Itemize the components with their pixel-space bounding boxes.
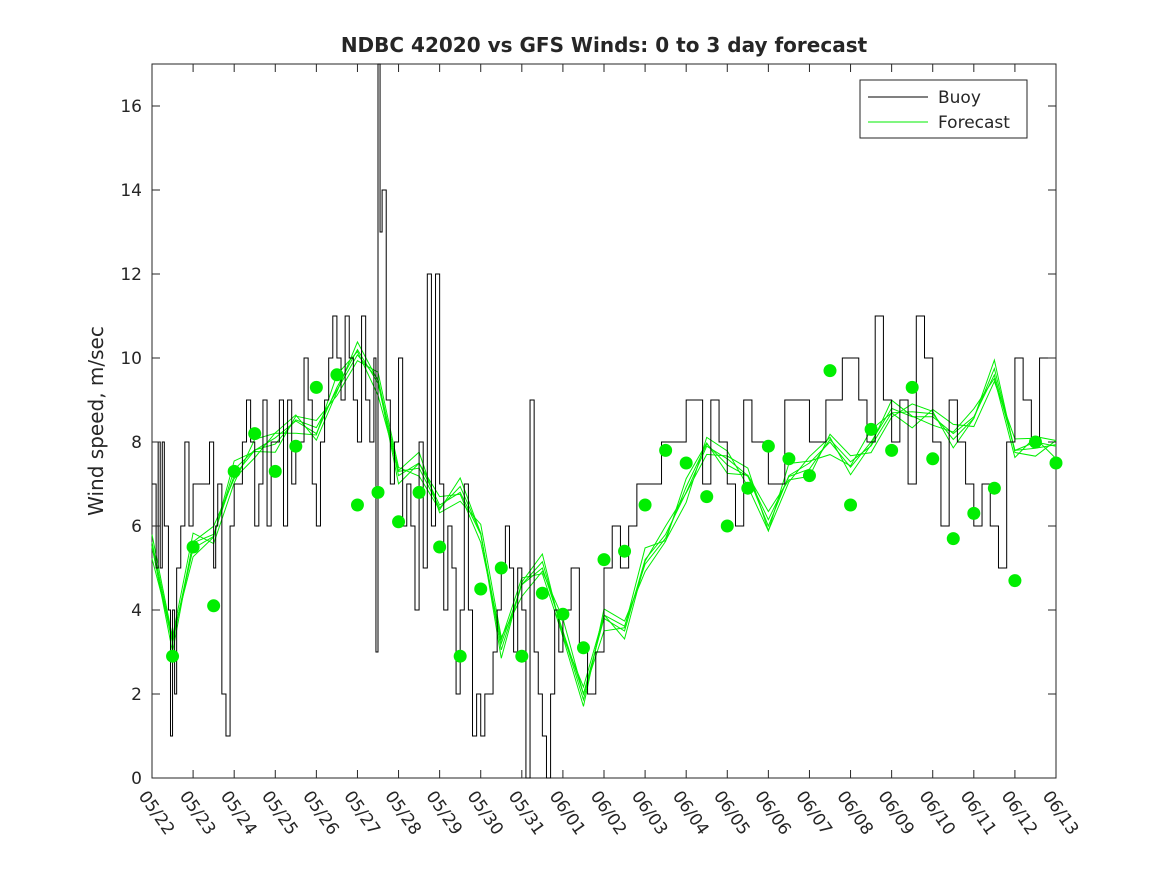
chart-title: NDBC 42020 vs GFS Winds: 0 to 3 day fore… <box>341 33 868 57</box>
forecast-point <box>515 649 529 663</box>
y-axis: 0 2 4 6 8 10 12 14 16 <box>120 97 1056 789</box>
forecast-point <box>823 364 837 378</box>
forecast-point <box>330 368 344 382</box>
forecast-point <box>720 519 734 533</box>
forecast-point <box>700 490 714 504</box>
y-tick-label: 8 <box>131 433 142 453</box>
forecast-point <box>248 427 262 441</box>
forecast-point <box>350 498 364 512</box>
forecast-point <box>186 540 200 554</box>
forecast-point <box>474 582 488 596</box>
forecast-point <box>166 649 180 663</box>
legend-box <box>859 79 1028 139</box>
forecast-point <box>289 439 303 453</box>
y-tick-label: 14 <box>120 181 142 201</box>
forecast-point <box>782 452 796 466</box>
legend: Buoy Forecast <box>859 79 1028 139</box>
forecast-point <box>659 443 673 457</box>
forecast-point <box>576 641 590 655</box>
forecast-point <box>207 599 221 613</box>
legend-forecast-label: Forecast <box>938 113 1010 133</box>
plot-area <box>151 63 1063 779</box>
forecast-point <box>412 485 426 499</box>
forecast-point <box>535 586 549 600</box>
forecast-point <box>433 540 447 554</box>
forecast-point <box>946 532 960 546</box>
forecast-point <box>494 561 508 575</box>
y-tick-label: 16 <box>120 97 142 117</box>
forecast-point <box>227 464 241 478</box>
forecast-point <box>371 485 385 499</box>
y-tick-label: 12 <box>120 265 142 285</box>
buoy-series <box>152 63 1056 779</box>
y-axis-label: Wind speed, m/sec <box>84 326 108 516</box>
y-tick-label: 10 <box>120 349 142 369</box>
forecast-point <box>864 422 878 436</box>
forecast-point <box>618 544 632 558</box>
forecast-points <box>166 364 1063 663</box>
forecast-point <box>926 452 940 466</box>
y-tick-label: 4 <box>131 601 142 621</box>
forecast-point <box>597 553 611 567</box>
forecast-point <box>638 498 652 512</box>
forecast-point <box>1028 435 1042 449</box>
forecast-point <box>802 469 816 483</box>
y-tick-label: 6 <box>131 517 142 537</box>
forecast-point <box>556 607 570 621</box>
forecast-point <box>1049 456 1063 470</box>
forecast-point <box>987 481 1001 495</box>
legend-buoy-label: Buoy <box>938 88 981 108</box>
forecast-point <box>905 380 919 394</box>
forecast-point <box>967 506 981 520</box>
forecast-point <box>1008 574 1022 588</box>
forecast-point <box>741 481 755 495</box>
forecast-point <box>679 456 693 470</box>
y-tick-label: 0 <box>131 769 142 789</box>
buoy-line <box>152 63 1056 779</box>
forecast-point <box>453 649 467 663</box>
forecast-point <box>885 443 899 457</box>
y-tick-label: 2 <box>131 685 142 705</box>
forecast-point <box>392 515 406 529</box>
forecast-point <box>761 439 775 453</box>
forecast-point <box>844 498 858 512</box>
forecast-point <box>309 380 323 394</box>
forecast-point <box>268 464 282 478</box>
